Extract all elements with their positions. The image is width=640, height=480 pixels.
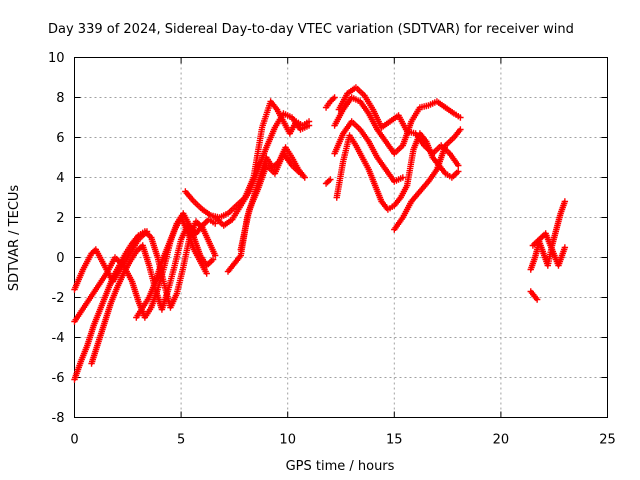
series-track-15 — [333, 130, 462, 213]
data-point — [331, 94, 338, 101]
series-track-5 — [133, 214, 210, 321]
data-point — [212, 220, 219, 227]
y-tick-label: -4 — [52, 331, 65, 346]
data-point — [301, 174, 308, 181]
y-tick-label: -6 — [52, 371, 65, 386]
series-track-8 — [224, 144, 308, 275]
series-track-18 — [529, 230, 569, 269]
data-point — [455, 168, 462, 175]
x-tick-label: 15 — [386, 433, 403, 448]
y-axis-label: SDTVAR / TECUs — [7, 185, 22, 292]
x-axis-label: GPS time / hours — [286, 459, 395, 474]
series-track-9 — [237, 150, 304, 253]
x-tick-label: 5 — [177, 433, 185, 448]
y-ticks: -8 -6 -4 -2 0 2 4 6 8 10 — [48, 51, 608, 426]
y-tick-label: 10 — [48, 51, 65, 66]
data-point — [561, 198, 569, 205]
x-tick-label: 10 — [279, 433, 296, 448]
y-tick-label: 6 — [56, 131, 64, 146]
data-point — [457, 126, 464, 133]
y-tick-label: 4 — [56, 171, 64, 186]
data-point — [399, 174, 407, 181]
x-tick-label: 20 — [493, 433, 510, 448]
chart-title: Day 339 of 2024, Sidereal Day-to-day VTE… — [48, 22, 574, 37]
y-tick-label: 2 — [56, 211, 64, 226]
x-tick-label: 25 — [599, 433, 616, 448]
data-point — [329, 95, 337, 103]
series-track-10 — [322, 176, 334, 187]
series-track-13 — [331, 94, 464, 157]
y-tick-label: 0 — [56, 251, 64, 266]
series-track-19 — [527, 288, 541, 303]
data-points — [71, 84, 569, 383]
series-track-11 — [322, 94, 338, 111]
series-track-7 — [212, 110, 313, 229]
data-point — [209, 256, 217, 263]
data-point — [305, 122, 313, 129]
series-track-14 — [331, 118, 407, 185]
data-point — [297, 170, 304, 177]
data-point — [457, 114, 464, 121]
data-point — [212, 252, 219, 259]
data-point — [455, 162, 462, 169]
y-tick-label: -8 — [52, 411, 65, 426]
series-track-3 — [71, 218, 219, 383]
data-point — [325, 177, 333, 185]
y-tick-label: -2 — [52, 291, 65, 306]
data-point — [203, 270, 210, 277]
series-track-16 — [391, 126, 464, 233]
data-point — [561, 244, 569, 251]
x-tick-label: 0 — [70, 433, 78, 448]
y-tick-label: 8 — [56, 91, 64, 106]
data-point — [533, 296, 541, 303]
data-point — [327, 176, 334, 183]
plot-frame — [74, 57, 608, 418]
